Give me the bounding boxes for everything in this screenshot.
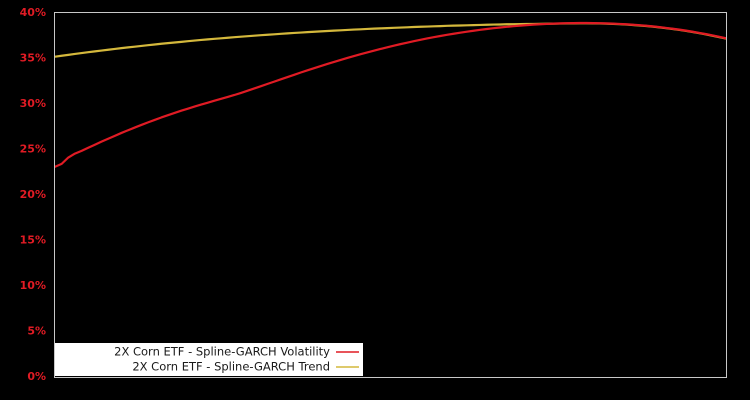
legend-background — [55, 343, 363, 376]
legend-label-trend: 2X Corn ETF - Spline-GARCH Trend — [132, 360, 330, 374]
legend: 2X Corn ETF - Spline-GARCH Volatility 2X… — [55, 343, 363, 376]
plot-area-border — [54, 12, 727, 378]
y-axis-tick-labels: 40% 35% 30% 25% 20% 15% 10% 5% 0% — [20, 6, 46, 383]
y-axis-tick-label: 10% — [20, 279, 46, 292]
y-axis-tick-label: 25% — [20, 143, 46, 156]
y-axis-tick-label: 35% — [20, 52, 46, 65]
y-axis-tick-label: 15% — [20, 234, 46, 247]
series-lines — [55, 21, 726, 168]
series-line-spline-garch-volatility — [55, 21, 726, 168]
legend-label-volatility: 2X Corn ETF - Spline-GARCH Volatility — [114, 345, 330, 359]
y-axis-tick-label: 5% — [27, 325, 46, 338]
y-axis-tick-label: 30% — [20, 97, 46, 110]
y-axis-tick-label: 40% — [20, 6, 46, 19]
y-axis-tick-label: 0% — [27, 370, 46, 383]
y-axis-tick-label: 20% — [20, 188, 46, 201]
